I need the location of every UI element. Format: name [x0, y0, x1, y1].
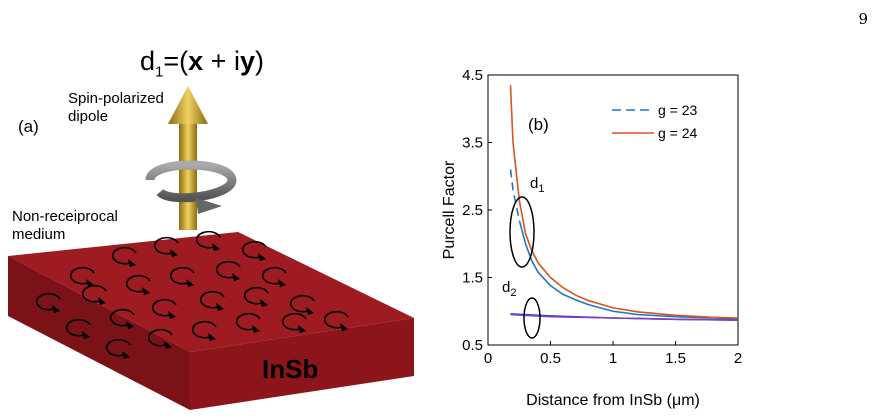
- circular-arrowhead: [186, 279, 194, 287]
- circular-arrow-icon: [191, 320, 217, 339]
- circular-arrow-icon: [147, 328, 173, 347]
- circular-arrowhead: [340, 323, 348, 331]
- circular-arrow-icon: [323, 310, 349, 329]
- page-number: 9: [858, 10, 868, 28]
- d1-ellipse: [509, 196, 535, 268]
- circular-arrowhead: [252, 325, 260, 333]
- dipole-shaft: [179, 118, 197, 230]
- circular-arrow-icon: [111, 246, 137, 265]
- circular-arrowhead: [298, 325, 306, 333]
- d2-ellipse: [523, 297, 541, 339]
- x-axis-label: Distance from InSb (μm): [526, 392, 700, 409]
- d2-annotation: d2: [502, 279, 516, 299]
- circular-arrowhead: [216, 303, 224, 311]
- circular-arrowhead: [164, 341, 172, 349]
- series-line-1: [509, 85, 739, 319]
- circular-arrow-icon: [151, 298, 177, 317]
- circular-arrow-icon: [215, 260, 241, 279]
- medium-label: Non-receiprocal medium: [12, 208, 152, 244]
- circular-arrows: [35, 230, 349, 359]
- spin-label-line2: dipole: [68, 108, 109, 125]
- dipole-formula: d1=(x + iy): [140, 46, 264, 80]
- circular-arrowhead: [306, 307, 314, 315]
- circular-arrowhead: [208, 333, 216, 341]
- circular-arrow-icon: [243, 286, 269, 305]
- circular-arrow-icon: [35, 292, 61, 311]
- circular-arrowhead: [212, 243, 220, 251]
- rotation-arrowhead: [196, 198, 222, 214]
- formula-x: x: [188, 46, 204, 76]
- circular-arrow-icon: [153, 236, 179, 255]
- series-lines: [509, 85, 739, 321]
- formula-y: y: [239, 46, 255, 76]
- circular-arrow-icon: [169, 266, 195, 285]
- circular-arrow-icon: [261, 266, 287, 285]
- panel-a-label: (a): [18, 117, 39, 136]
- purcell-chart: 0 0.5 1 1.5 20.51.52.53.54.5 (b) g = 23 g = …: [441, 67, 742, 409]
- medium-label-line1: Non-receiprocal: [12, 208, 118, 225]
- y-axis-label: Purcell Factor: [441, 160, 458, 259]
- panel-a-illustration: InSb: [8, 86, 414, 410]
- formula-d: d: [140, 46, 156, 76]
- circular-arrowhead: [142, 287, 150, 295]
- x-tick-label: 0: [484, 350, 492, 367]
- formula-plus: + i: [203, 46, 240, 76]
- circular-arrow-icon: [69, 266, 95, 285]
- x-tick-label: 1: [609, 350, 617, 367]
- circular-arrow-icon: [281, 312, 307, 331]
- x-tick-label: 1.5: [665, 350, 686, 367]
- y-tick-label: 4.5: [462, 67, 483, 84]
- circular-arrow-icon: [195, 230, 221, 249]
- y-tick-label: 1.5: [462, 270, 483, 287]
- circular-arrow-icon: [65, 318, 91, 337]
- series-line-3: [510, 313, 739, 321]
- circular-arrowhead: [168, 311, 176, 319]
- circular-arrow-icon: [235, 312, 261, 331]
- circular-arrowhead: [258, 253, 266, 261]
- panel-b-label: (b): [528, 115, 549, 134]
- circular-arrowhead: [98, 297, 106, 305]
- circular-arrowhead: [52, 305, 60, 313]
- material-label: InSb: [262, 354, 318, 384]
- formula-sub: 1: [155, 63, 164, 81]
- legend-label-g23: g = 23: [658, 102, 698, 118]
- circular-arrowhead: [128, 259, 136, 267]
- d1-annotation: d1: [530, 175, 544, 195]
- circular-arrowhead: [232, 273, 240, 281]
- series-line-0: [509, 169, 739, 320]
- spin-label-line1: Spin-polarized: [68, 90, 164, 107]
- rotation-arrow: [145, 160, 237, 203]
- circular-arrowhead: [122, 351, 130, 359]
- y-tick-label: 0.5: [462, 337, 483, 354]
- spin-dipole-label: Spin-polarized dipole: [68, 90, 188, 126]
- circular-arrow-icon: [109, 308, 135, 327]
- axis-ticks: 0 0.5 1 1.5 20.51.52.53.54.5: [462, 67, 742, 367]
- legend-label-g24: g = 24: [658, 125, 698, 141]
- circular-arrow-icon: [199, 290, 225, 309]
- circular-arrowhead: [260, 299, 268, 307]
- y-tick-label: 2.5: [462, 202, 483, 219]
- circular-arrow-icon: [241, 240, 267, 259]
- circular-arrowhead: [82, 331, 90, 339]
- slab-front: [190, 318, 414, 410]
- x-tick-label: 0.5: [540, 350, 561, 367]
- circular-arrow-icon: [105, 338, 131, 357]
- dipole-arrowhead: [168, 86, 208, 124]
- circular-arrowhead: [170, 249, 178, 257]
- medium-label-line2: medium: [12, 226, 66, 243]
- y-tick-label: 3.5: [462, 135, 483, 152]
- circular-arrow-icon: [81, 284, 107, 303]
- circular-arrowhead: [86, 279, 94, 287]
- circular-arrow-icon: [125, 274, 151, 293]
- formula-close: ): [254, 46, 264, 76]
- formula-eq: =(: [163, 46, 189, 76]
- x-tick-label: 2: [734, 350, 742, 367]
- circular-arrowhead: [126, 321, 134, 329]
- circular-arrowhead: [278, 279, 286, 287]
- circular-arrow-icon: [289, 294, 315, 313]
